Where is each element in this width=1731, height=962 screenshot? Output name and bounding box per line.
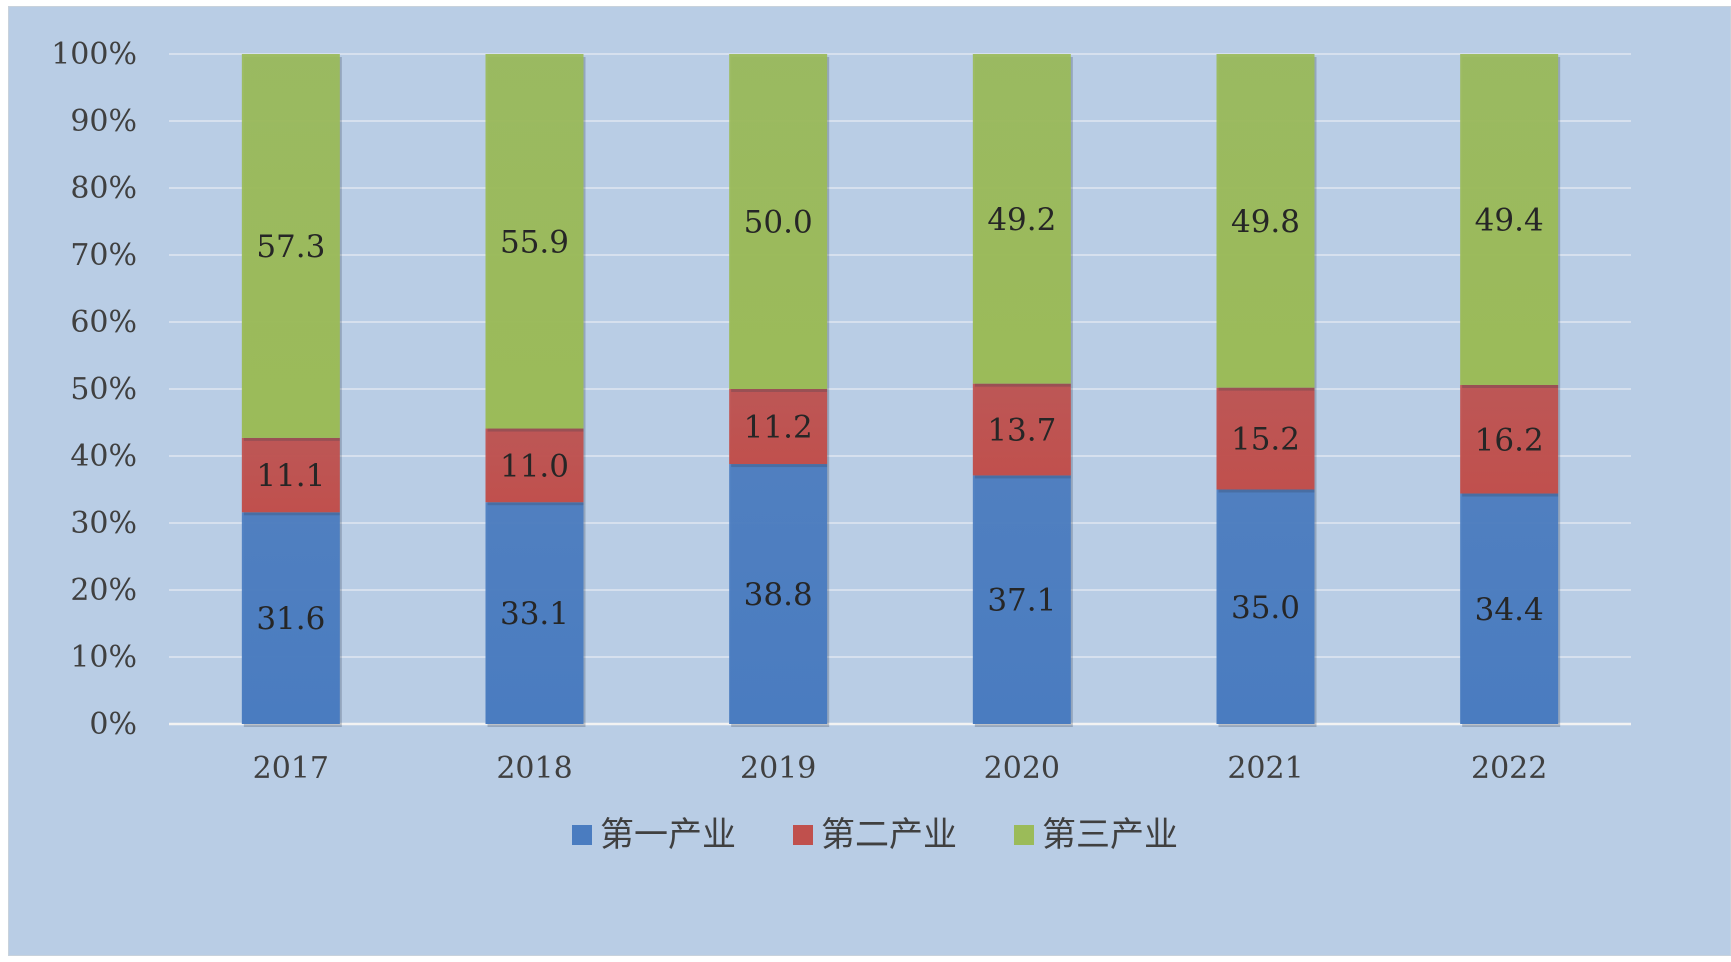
legend-swatch: [1014, 825, 1034, 845]
y-tick-label: 70%: [70, 238, 137, 273]
y-tick-label: 0%: [89, 707, 137, 742]
bar-segment: [1460, 384, 1559, 494]
bar-segment: [485, 502, 584, 724]
data-label: 16.2: [1475, 422, 1544, 458]
data-label: 15.2: [1231, 422, 1300, 458]
data-label: 50.0: [744, 205, 813, 241]
bar-segment: [729, 464, 828, 724]
y-tick-label: 40%: [70, 439, 137, 474]
data-label: 11.0: [500, 448, 569, 484]
legend-label: 第三产业: [1042, 815, 1178, 855]
bar-segment: [485, 428, 584, 503]
x-tick-label: 2018: [496, 751, 572, 786]
data-label: 33.1: [500, 596, 569, 632]
bars: [241, 54, 1561, 727]
bar-segment: [972, 54, 1071, 384]
bar-segment: [729, 54, 828, 389]
bar-segment: [485, 54, 584, 429]
data-label: 49.8: [1231, 204, 1300, 240]
bar-segment: [972, 383, 1071, 476]
bar-segment: [241, 437, 340, 513]
data-label: 34.4: [1475, 592, 1544, 628]
legend-swatch: [793, 825, 813, 845]
stacked-percent-bar-chart: 31.6 11.1 57.3 33.1 11.0 55.9 38.8 11.2 50.0 37.1…: [51, 37, 1631, 855]
data-labels: 31.6 11.1 57.3 33.1 11.0 55.9 38.8 11.2 50.0 37.1…: [256, 202, 1543, 637]
y-tick-label: 100%: [51, 37, 137, 72]
axes: 0% 10% 20% 30% 40% 50% 60% 70% 80% 90% 100% 2017 201…: [51, 37, 1547, 786]
data-label: 11.1: [256, 458, 325, 494]
y-tick-label: 60%: [70, 305, 137, 340]
legend-label: 第一产业: [600, 815, 736, 855]
data-label: 49.2: [987, 202, 1056, 238]
chart-area: 31.6 11.1 57.3 33.1 11.0 55.9 38.8 11.2 50.0 37.1…: [8, 6, 1731, 956]
data-label: 31.6: [256, 601, 325, 637]
legend: 第一产业 第二产业 第三产业: [572, 815, 1178, 855]
bar-segment: [241, 512, 340, 724]
y-tick-label: 80%: [70, 171, 137, 206]
y-tick-label: 30%: [70, 506, 137, 541]
bar-segment: [1216, 54, 1315, 388]
data-label: 55.9: [500, 224, 569, 260]
y-tick-label: 90%: [70, 104, 137, 139]
bar-segment: [1216, 489, 1315, 724]
bar-segment: [729, 389, 828, 465]
data-label: 57.3: [256, 229, 325, 265]
x-tick-label: 2022: [1471, 751, 1547, 786]
data-label: 11.2: [744, 410, 813, 446]
bar-segment: [972, 475, 1071, 724]
data-label: 35.0: [1231, 590, 1300, 626]
y-tick-label: 50%: [70, 372, 137, 407]
x-tick-label: 2021: [1227, 751, 1303, 786]
bar-segment: [1460, 54, 1559, 385]
x-tick-label: 2020: [984, 751, 1060, 786]
data-label: 38.8: [744, 577, 813, 613]
legend-swatch: [572, 825, 592, 845]
bar-segment: [241, 54, 340, 438]
data-label: 13.7: [987, 413, 1056, 449]
bar-segment: [1216, 387, 1315, 490]
bar-segment: [1460, 493, 1559, 724]
y-tick-label: 20%: [70, 573, 137, 608]
x-tick-label: 2019: [740, 751, 816, 786]
data-label: 49.4: [1475, 202, 1544, 238]
y-tick-label: 10%: [70, 640, 137, 675]
x-tick-label: 2017: [253, 751, 329, 786]
gridlines: [169, 53, 1631, 726]
data-label: 37.1: [987, 583, 1056, 619]
legend-label: 第二产业: [821, 815, 957, 855]
